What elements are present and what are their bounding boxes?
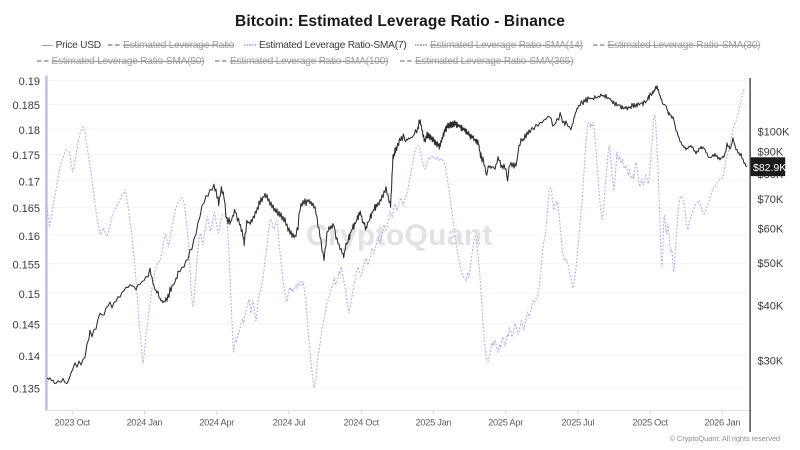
svg-text:2025 Jan: 2025 Jan — [415, 418, 451, 428]
svg-text:0.165: 0.165 — [12, 203, 40, 215]
svg-text:0.15: 0.15 — [19, 289, 40, 301]
svg-text:0.175: 0.175 — [12, 150, 40, 162]
svg-text:$50K: $50K — [758, 258, 784, 270]
svg-text:0.18: 0.18 — [19, 125, 40, 137]
svg-text:0.155: 0.155 — [12, 259, 40, 271]
svg-text:0.14: 0.14 — [19, 351, 40, 363]
svg-text:0.145: 0.145 — [12, 319, 40, 331]
svg-text:2024 Jan: 2024 Jan — [127, 418, 163, 428]
svg-text:0.16: 0.16 — [19, 231, 40, 243]
svg-text:2024 Oct: 2024 Oct — [344, 418, 380, 428]
svg-text:2024 Jul: 2024 Jul — [273, 418, 306, 428]
svg-text:$40K: $40K — [758, 301, 784, 313]
svg-text:2025 Jul: 2025 Jul — [561, 418, 594, 428]
svg-text:$100K: $100K — [758, 126, 790, 138]
svg-text:0.17: 0.17 — [19, 176, 40, 188]
svg-text:2025 Oct: 2025 Oct — [632, 418, 668, 428]
svg-text:2023 Oct: 2023 Oct — [55, 418, 91, 428]
svg-text:0.19: 0.19 — [19, 76, 40, 88]
svg-text:$70K: $70K — [758, 194, 784, 206]
svg-text:$90K: $90K — [758, 146, 784, 158]
svg-text:2024 Apr: 2024 Apr — [199, 418, 234, 428]
svg-text:$30K: $30K — [758, 355, 784, 367]
svg-text:$60K: $60K — [758, 224, 784, 236]
svg-text:0.135: 0.135 — [12, 384, 40, 396]
svg-text:2026 Jan: 2026 Jan — [704, 418, 740, 428]
svg-text:CryptoQuant: CryptoQuant — [306, 219, 493, 252]
svg-text:2025 Apr: 2025 Apr — [488, 418, 523, 428]
svg-text:$82.9K: $82.9K — [753, 162, 786, 174]
svg-text:0.185: 0.185 — [12, 100, 40, 112]
